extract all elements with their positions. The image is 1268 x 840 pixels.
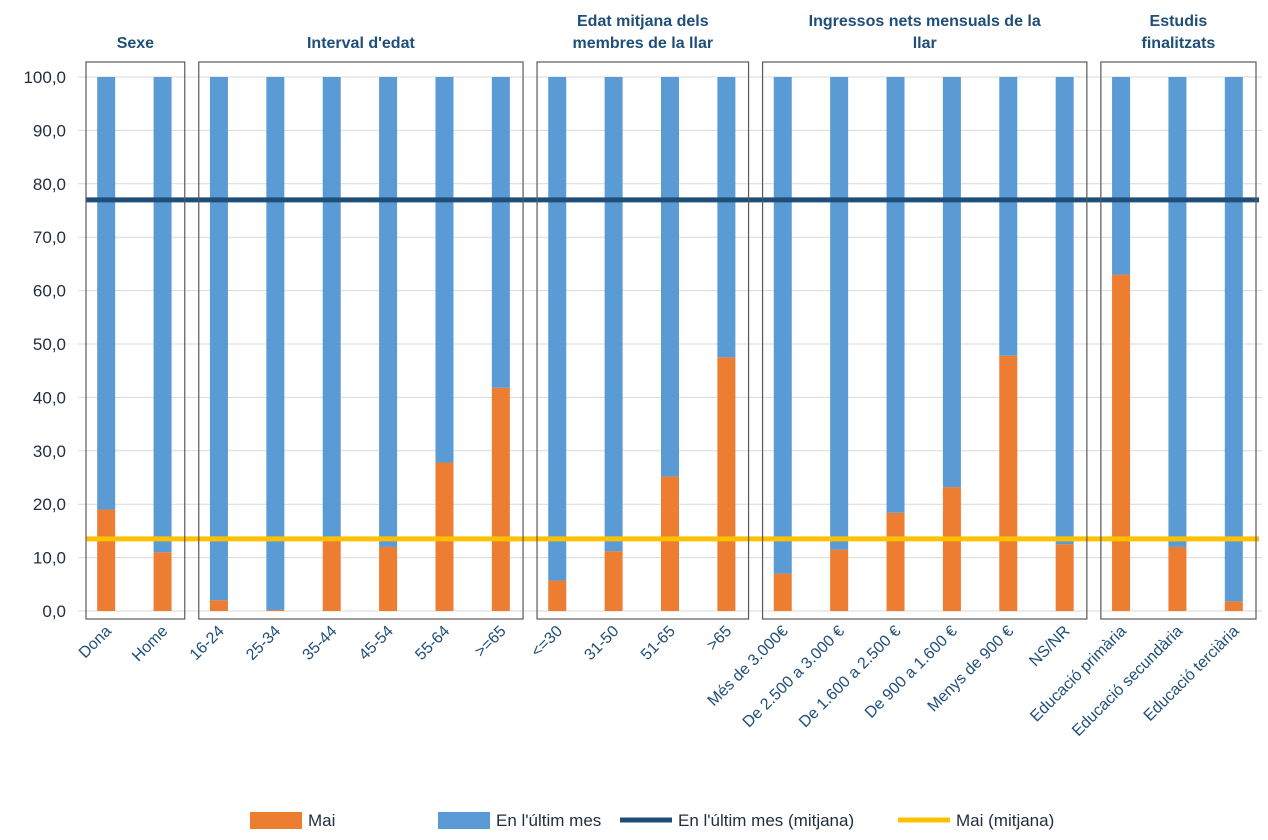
group-title: Sexe [117, 35, 154, 52]
bar-ultim-mes-ns-nr [1055, 77, 1074, 545]
bar-mai-ns-nr [1055, 544, 1074, 611]
y-tick-label: 70,0 [33, 228, 66, 247]
bar-mai-educacio-terciaria [1224, 601, 1243, 611]
bar-ultim-mes-mes-de-3-000 [773, 77, 792, 574]
bar-ultim-mes-menys-de-900 [999, 77, 1018, 356]
bar-ultim-mes-de-2-500-a-3-000 [830, 77, 849, 550]
bar-mai-de-1-600-a-2-500 [886, 512, 905, 611]
bar-mai-45-54 [379, 546, 398, 611]
y-tick-label: 50,0 [33, 335, 66, 354]
bar-mai-25-34 [266, 609, 285, 611]
bar-mai-30 [548, 580, 567, 611]
bar-mai-65 [717, 357, 736, 611]
x-tick-label: >=65 [472, 623, 510, 661]
y-tick-label: 20,0 [33, 495, 66, 514]
y-axis-tick-labels: 0,0 10,0 20,0 30,0 40,0 50,0 60,0 70,0 80,0 90,0 1… [23, 68, 66, 621]
x-tick-label: Educació secundària [1069, 623, 1186, 740]
x-tick-label: De 2.500 a 3.000 € [740, 623, 848, 731]
group-boxes [85, 61, 1257, 620]
bar-mai-educacio-secundaria [1168, 546, 1187, 611]
x-tick-label: 25-34 [243, 623, 284, 664]
y-tick-label: 80,0 [33, 175, 66, 194]
bar-mai-31-50 [604, 551, 623, 611]
group-box-interval-d-edat [198, 61, 524, 620]
bar-ultim-mes-dona [97, 77, 116, 510]
x-tick-label: 31-50 [581, 623, 622, 664]
y-tick-label: 90,0 [33, 121, 66, 140]
bar-ultim-mes-45-54 [379, 77, 398, 547]
bar-ultim-mes-65 [491, 77, 510, 388]
bar-ultim-mes-educacio-secundaria [1168, 77, 1187, 547]
bar-ultim-mes-35-44 [322, 77, 341, 539]
bar-mai-51-65 [661, 476, 679, 611]
x-tick-label: 16-24 [187, 623, 228, 664]
bar-ultim-mes-educacio-primaria [1112, 77, 1131, 275]
group-title: membres de la llar [573, 35, 714, 52]
bar-mai-menys-de-900 [999, 355, 1018, 611]
group-title: finalitzats [1142, 35, 1216, 52]
bar-mai-educacio-primaria [1112, 274, 1131, 611]
bar-ultim-mes-home [153, 77, 172, 553]
bar-mai-16-24 [209, 600, 228, 611]
bar-ultim-mes-51-65 [661, 77, 679, 477]
x-tick-label: Educació terciària [1141, 623, 1243, 725]
bar-mai-dona [97, 509, 116, 611]
legend-label: Mai (mitjana) [956, 811, 1054, 830]
group-title: Edat mitjana dels [577, 13, 709, 30]
bar-mai-home [153, 552, 172, 611]
bars [97, 77, 1243, 611]
y-tick-label: 10,0 [33, 549, 66, 568]
group-box-edat-mitjana-dels-membres-de-la-llar [536, 61, 750, 620]
legend-label: En l'últim mes (mitjana) [678, 811, 854, 830]
x-tick-label: 55-64 [412, 623, 453, 664]
legend-label: Mai [308, 811, 335, 830]
x-axis-tick-labels: Dona Home 16-24 25-34 35-44 45-54 55-64 >=65 <=3… [76, 623, 1243, 740]
y-tick-label: 40,0 [33, 388, 66, 407]
average-lines [86, 197, 1259, 542]
group-title: Interval d'edat [307, 35, 416, 52]
bar-ultim-mes-educacio-terciaria [1224, 77, 1243, 602]
y-tick-label: 30,0 [33, 442, 66, 461]
bar-ultim-mes-31-50 [604, 77, 623, 552]
x-tick-label: Educació primària [1027, 623, 1130, 726]
group-titles: Sexe Interval d'edat Edat mitjana dels memb… [117, 13, 1216, 52]
bar-ultim-mes-30 [548, 77, 567, 581]
x-tick-label: >65 [704, 623, 735, 654]
legend-swatch-mai [250, 812, 302, 829]
legend-label: En l'últim mes [496, 811, 601, 830]
legend: Mai En l'últim mes En l'últim mes (mitjana… [250, 811, 1054, 830]
bar-ultim-mes-de-1-600-a-2-500 [886, 77, 905, 513]
bar-mai-de-2-500-a-3-000 [830, 549, 849, 611]
bar-ultim-mes-55-64 [435, 77, 454, 463]
group-box-sexe [85, 61, 186, 620]
y-tick-label: 60,0 [33, 282, 66, 301]
y-tick-label: 0,0 [42, 602, 66, 621]
x-tick-label: Home [129, 623, 171, 665]
bar-mai-de-900-a-1-600 [942, 487, 961, 611]
x-tick-label: 45-54 [356, 623, 397, 664]
bar-ultim-mes-16-24 [209, 77, 228, 601]
group-box-estudis-finalitzats [1100, 61, 1257, 620]
bar-mai-35-44 [322, 538, 341, 611]
group-box-ingressos-nets-mensuals-de-la-llar [761, 61, 1088, 620]
bar-ultim-mes-25-34 [266, 77, 285, 610]
y-tick-label: 100,0 [23, 68, 66, 87]
x-tick-label: 35-44 [300, 623, 341, 664]
x-tick-label: De 1.600 a 2.500 € [796, 623, 904, 731]
x-tick-label: NS/NR [1026, 623, 1073, 670]
group-title: Ingressos nets mensuals de la [809, 13, 1041, 30]
bar-mai-65 [491, 387, 510, 611]
x-tick-label: <=30 [528, 623, 566, 661]
group-title: Estudis [1150, 13, 1208, 30]
group-title: llar [913, 35, 937, 52]
bar-ultim-mes-de-900-a-1-600 [942, 77, 961, 488]
bar-mai-mes-de-3-000 [773, 573, 792, 611]
bar-ultim-mes-65 [717, 77, 736, 358]
x-tick-label: 51-65 [638, 623, 679, 664]
x-tick-label: Dona [76, 623, 115, 662]
legend-swatch-en-l-ultim-mes [438, 812, 490, 829]
